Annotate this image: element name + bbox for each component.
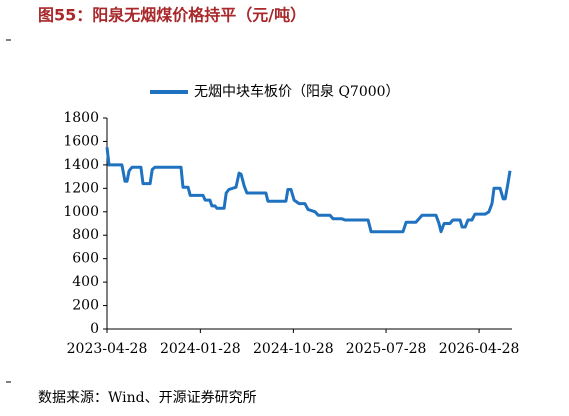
x-tick-label: 2023-04-28: [67, 341, 148, 357]
y-tick-label: 1400: [63, 157, 99, 173]
y-tick-label: 1800: [63, 110, 99, 126]
y-tick-label: 1000: [63, 204, 99, 220]
x-tick-label: 2024-01-28: [160, 341, 241, 357]
chart-title: 图55：阳泉无烟煤价格持平（元/吨）: [38, 6, 306, 25]
y-tick-label: 1600: [63, 133, 99, 149]
x-tick-label: 2024-10-28: [253, 341, 334, 357]
y-tick-label: 0: [90, 321, 99, 337]
y-tick-label: 800: [72, 227, 99, 243]
y-tick-label: 200: [72, 298, 99, 314]
source: 数据来源：Wind、开源证券研究所: [38, 390, 257, 406]
legend-label: 无烟中块车板价（阳泉 Q7000）: [194, 83, 400, 100]
line: [105, 147, 512, 234]
y-tick-label: 400: [72, 274, 99, 290]
y-tick-label: 1200: [63, 180, 99, 196]
x-tick-label: 2025-07-28: [346, 341, 427, 357]
y-tick-label: 600: [72, 251, 99, 267]
x-tick-label: 2026-04-28: [439, 341, 520, 357]
